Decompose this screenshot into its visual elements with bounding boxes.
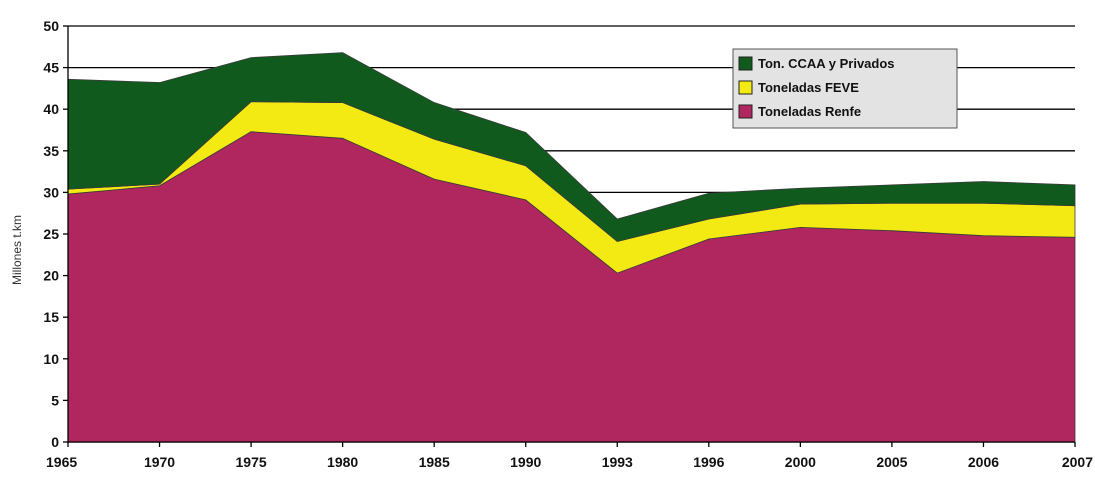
- x-tick-label: 1970: [144, 454, 175, 470]
- y-tick-label: 10: [43, 351, 59, 367]
- y-tick-labels: 0 5 10 15 20 25 30 35 40 45 50: [43, 18, 59, 450]
- y-tick-label: 15: [43, 309, 59, 325]
- x-tick-label: 2000: [785, 454, 816, 470]
- y-axis-label: Millones t.km: [10, 215, 24, 285]
- x-tick-label: 1990: [510, 454, 541, 470]
- y-tick-label: 0: [51, 434, 59, 450]
- axes: [63, 25, 1076, 447]
- y-tick-label: 40: [43, 101, 59, 117]
- legend-label: Toneladas FEVE: [758, 80, 859, 95]
- legend-swatch: [738, 104, 753, 119]
- x-tick-label: 1980: [327, 454, 358, 470]
- legend-label: Ton. CCAA y Privados: [758, 56, 895, 71]
- x-tick-label: 1975: [236, 454, 267, 470]
- y-tick-label: 25: [43, 226, 59, 242]
- area-series: [67, 52, 1076, 443]
- legend: Ton. CCAA y Privados Toneladas FEVE Tonela…: [732, 48, 958, 129]
- x-tick-label: 2005: [876, 454, 907, 470]
- x-tick-label: 2007: [1062, 454, 1093, 470]
- x-tick-label: 2006: [968, 454, 999, 470]
- y-tick-label: 35: [43, 143, 59, 159]
- y-tick-label: 20: [43, 268, 59, 284]
- x-tick-label: 1993: [602, 454, 633, 470]
- x-tick-label: 1965: [46, 454, 77, 470]
- legend-box: [732, 48, 958, 129]
- y-tick-label: 30: [43, 184, 59, 200]
- y-tick-label: 5: [51, 392, 59, 408]
- x-tick-label: 1996: [693, 454, 724, 470]
- area-ton-ccaa-y-privados: [67, 52, 1076, 242]
- y-tick-label: 50: [43, 18, 59, 34]
- y-tick-label: 45: [43, 60, 59, 76]
- legend-swatch: [738, 80, 753, 95]
- legend-label: Toneladas Renfe: [758, 104, 861, 119]
- x-tick-label: 1985: [419, 454, 450, 470]
- x-tick-labels: 1965 1970 1975 1980 1985 1990 1993 1996 2000 2005…: [46, 454, 1093, 470]
- legend-swatch: [738, 56, 753, 71]
